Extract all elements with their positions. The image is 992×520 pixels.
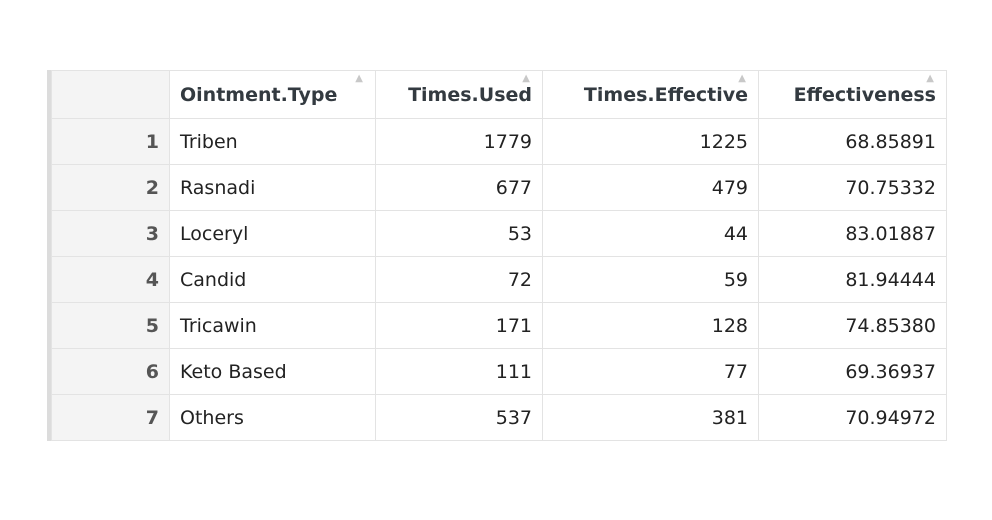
header-row: Ointment.Type ▲ Times.Used ▲ Times.Effec… [51,70,947,119]
cell-times-effective: 59 [542,256,759,303]
cell-ointment-type: Triben [169,118,376,165]
row-index: 2 [51,164,170,211]
index-header [51,70,170,119]
sort-caret-icon[interactable]: ▲ [522,73,530,84]
cell-times-used: 111 [375,348,543,395]
cell-effectiveness: 74.85380 [758,302,947,349]
cell-times-effective: 128 [542,302,759,349]
row-index: 3 [51,210,170,257]
sort-caret-icon[interactable]: ▲ [355,73,363,84]
cell-ointment-type: Keto Based [169,348,376,395]
cell-ointment-type: Others [169,394,376,441]
column-header-ointment-type[interactable]: Ointment.Type ▲ [169,70,376,119]
table-row: 7 Others 537 381 70.94972 [51,394,947,441]
column-header-label: Times.Effective [583,83,748,106]
table-row: 3 Loceryl 53 44 83.01887 [51,210,947,257]
cell-ointment-type: Tricawin [169,302,376,349]
column-header-times-used[interactable]: Times.Used ▲ [375,70,543,119]
cell-times-effective: 479 [542,164,759,211]
sort-caret-icon[interactable]: ▲ [738,73,746,84]
cell-times-used: 72 [375,256,543,303]
cell-times-effective: 381 [542,394,759,441]
row-index: 4 [51,256,170,303]
cell-times-effective: 44 [542,210,759,257]
column-header-label: Effectiveness [793,83,936,106]
cell-ointment-type: Loceryl [169,210,376,257]
cell-effectiveness: 68.85891 [758,118,947,165]
cell-times-effective: 1225 [542,118,759,165]
column-header-times-effective[interactable]: Times.Effective ▲ [542,70,759,119]
cell-effectiveness: 83.01887 [758,210,947,257]
cell-ointment-type: Candid [169,256,376,303]
table-row: 1 Triben 1779 1225 68.85891 [51,118,947,165]
cell-times-used: 171 [375,302,543,349]
column-header-label: Ointment.Type [180,83,338,106]
cell-times-used: 537 [375,394,543,441]
cell-ointment-type: Rasnadi [169,164,376,211]
cell-times-used: 1779 [375,118,543,165]
cell-effectiveness: 70.94972 [758,394,947,441]
data-table: Ointment.Type ▲ Times.Used ▲ Times.Effec… [51,70,947,441]
cell-times-used: 677 [375,164,543,211]
row-index: 5 [51,302,170,349]
row-index: 1 [51,118,170,165]
row-index: 7 [51,394,170,441]
table-row: 6 Keto Based 111 77 69.36937 [51,348,947,395]
cell-effectiveness: 69.36937 [758,348,947,395]
data-frame-viewer: Ointment.Type ▲ Times.Used ▲ Times.Effec… [47,70,950,441]
cell-times-used: 53 [375,210,543,257]
cell-times-effective: 77 [542,348,759,395]
cell-effectiveness: 70.75332 [758,164,947,211]
cell-effectiveness: 81.94444 [758,256,947,303]
column-header-effectiveness[interactable]: Effectiveness ▲ [758,70,947,119]
sort-caret-icon[interactable]: ▲ [926,73,934,84]
table-row: 5 Tricawin 171 128 74.85380 [51,302,947,349]
table-row: 4 Candid 72 59 81.94444 [51,256,947,303]
row-index: 6 [51,348,170,395]
column-header-label: Times.Used [408,83,532,106]
table-row: 2 Rasnadi 677 479 70.75332 [51,164,947,211]
